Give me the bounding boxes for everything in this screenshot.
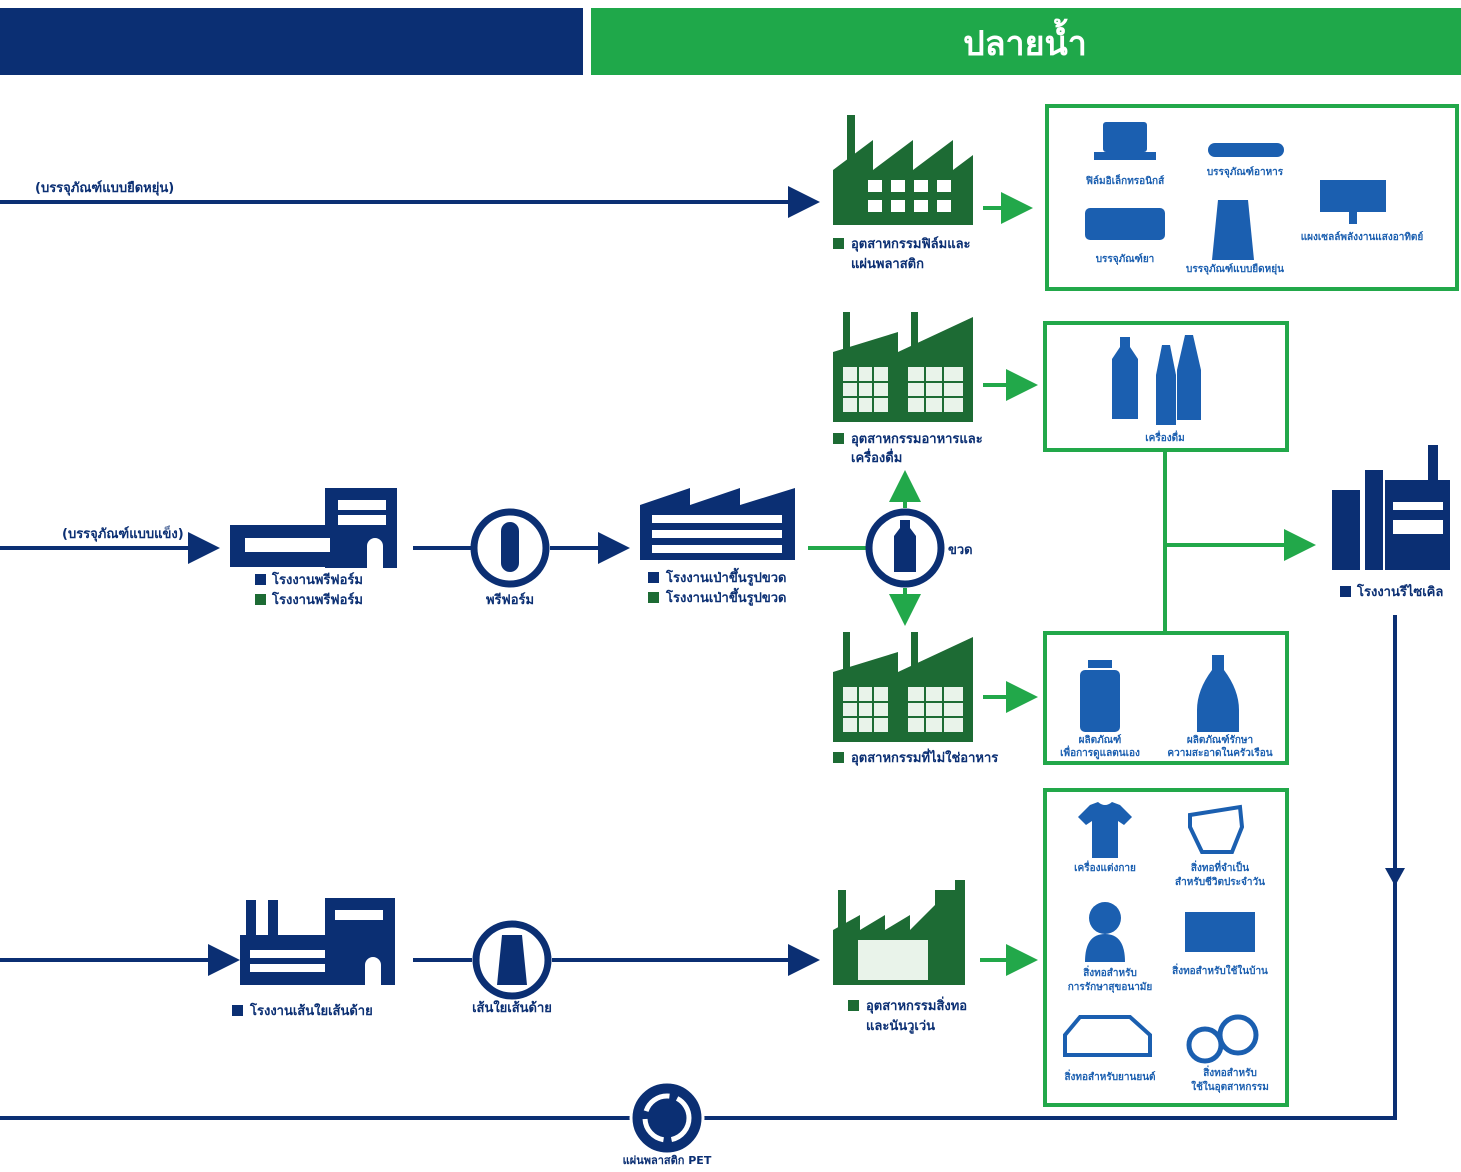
text-line: และนันวูเว่น [866,1019,935,1034]
node-label: โรงงานพรีฟอร์ม [271,591,363,608]
text-line: แผ่นพลาสติก [851,257,924,272]
product-label: ผลิตภัณฑ์รักษาความสะอาดในครัวเรือน [1167,734,1272,759]
product-label: เครื่องดื่ม [1145,430,1184,444]
product-icons [1080,655,1239,732]
flow-arrow [1385,868,1405,886]
node-label: พรีฟอร์ม [486,592,534,608]
node-label: โรงงานเป่าขึ้นรูปขวด [665,567,786,586]
flow-label: (บรรจุภัณฑ์แบบแข็ง) [62,524,184,542]
legend-square [255,594,266,605]
factory-icon [833,632,973,742]
node-label: โรงงานรีไซเคิล [1356,583,1443,600]
node-label: อุตสาหกรรมฟิล์มและแผ่นพลาสติก [851,236,971,272]
product-label: สิ่งทอสำหรับการรักษาสุขอนามัย [1068,965,1153,993]
text-line: อุตสาหกรรมฟิล์มและ [851,236,971,252]
text-line: ใช้ในอุตสาหกรรม [1191,1080,1269,1093]
text-line: ผลิตภัณฑ์รักษา [1187,734,1253,746]
node-label: โรงงานเส้นใยเส้นด้าย [249,1002,373,1019]
text-line: สิ่งทอที่จำเป็น [1191,860,1249,874]
legend-square [648,592,659,603]
text-line: เครื่องดื่ม [851,448,902,466]
product-label: บรรจุภัณฑ์ยา [1096,253,1155,265]
legend-square [848,1000,859,1011]
product-label: บรรจุภัณฑ์อาหาร [1207,166,1284,178]
node-label: อุตสาหกรรมที่ไม่ใช่อาหาร [851,748,998,766]
node-label: โรงงานพรีฟอร์ม [271,571,363,588]
legend-square [833,238,844,249]
product-label: สิ่งทอที่จำเป็นสำหรับชีวิตประจำวัน [1175,860,1265,888]
product-label: ผลิตภัณฑ์เพื่อการดูแลตนเอง [1060,734,1140,760]
product-label: แผงเซลล์พลังงานแสงอาทิตย์ [1301,231,1424,243]
product-label: เครื่องแต่งกาย [1074,860,1136,874]
node-label: แผ่นพลาสติก PET [623,1154,712,1167]
text-line: สิ่งทอสำหรับ [1083,965,1137,979]
legend-square [1340,586,1351,597]
text-line: ความสะอาดในครัวเรือน [1167,746,1272,759]
legend-square [833,433,844,444]
header-left [0,8,583,75]
node-label: อุตสาหกรรมสิ่งทอและนันวูเว่น [866,996,967,1034]
header-title: ปลายน้ำ [963,18,1087,64]
legend-square [648,572,659,583]
legend-square [833,752,844,763]
product-label: บรรจุภัณฑ์แบบยืดหยุ่น [1186,263,1284,275]
text-line: ผลิตภัณฑ์ [1079,734,1122,746]
node-label: เส้นใยเส้นด้าย [472,999,552,1016]
text-line: การรักษาสุขอนามัย [1068,981,1153,993]
node-label: อุตสาหกรรมอาหารและเครื่องดื่ม [851,432,983,466]
legend-square [232,1005,243,1016]
text-line: สำหรับชีวิตประจำวัน [1175,876,1265,888]
text-line: สิ่งทอสำหรับ [1203,1065,1257,1079]
product-icons [1112,335,1201,425]
product-label: สิ่งทอสำหรับยานยนต์ [1064,1069,1155,1083]
flow-label: (บรรจุภัณฑ์แบบยืดหยุ่น) [35,180,174,196]
product-label: สิ่งทอสำหรับใช้ในบ้าน [1172,963,1268,977]
node-label: ขวด [948,543,973,558]
node-label: โรงงานเป่าขึ้นรูปขวด [665,587,786,606]
text-line: อุตสาหกรรมอาหารและ [851,432,983,447]
recycle-icon [631,1082,703,1154]
diagram: ปลายน้ำ (บรรจุภัณฑ์แบบยืดหยุ่น) อุตสาหกร… [0,0,1461,1168]
text-line: อุตสาหกรรมสิ่งทอ [866,996,967,1014]
text-line: เพื่อการดูแลตนเอง [1060,745,1140,760]
legend-square [255,574,266,585]
factory-icon [833,312,973,422]
page: { "header": {"downstream": "ปลายน้ำ"}, "… [0,0,1461,1168]
factory-icon [833,115,973,225]
product-label: ฟิล์มอิเล็กทรอนิกส์ [1086,173,1165,187]
return-line [0,615,1395,1118]
product-label: สิ่งทอสำหรับใช้ในอุตสาหกรรม [1191,1065,1269,1093]
product-icons [1065,802,1256,1061]
